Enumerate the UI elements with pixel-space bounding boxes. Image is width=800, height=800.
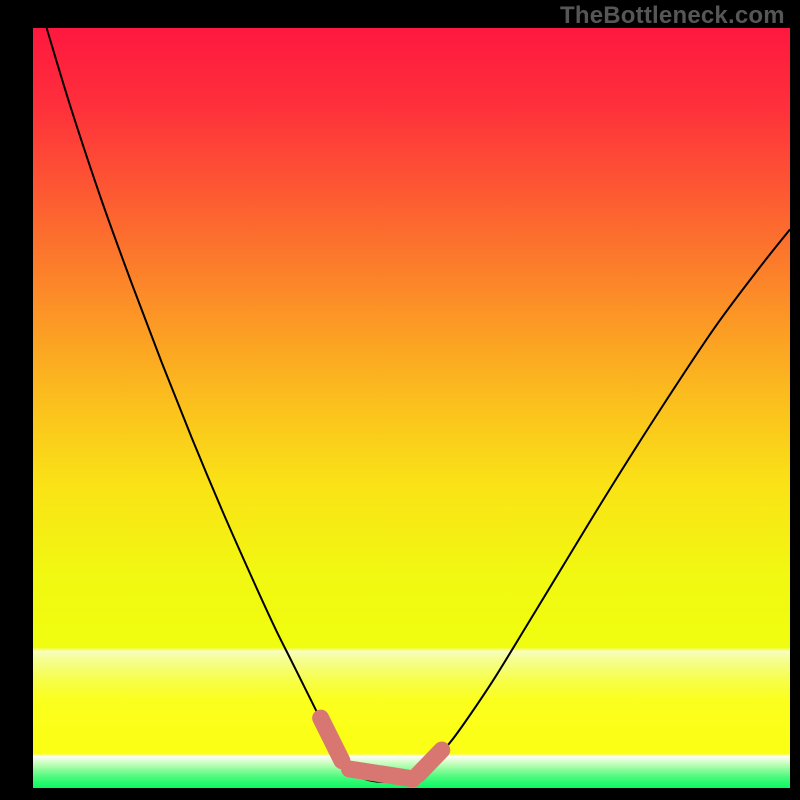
highlight-marker	[349, 769, 413, 779]
chart-frame	[33, 28, 790, 788]
bottleneck-chart	[33, 28, 790, 788]
watermark-label: TheBottleneck.com	[560, 2, 785, 30]
chart-background	[33, 28, 790, 788]
